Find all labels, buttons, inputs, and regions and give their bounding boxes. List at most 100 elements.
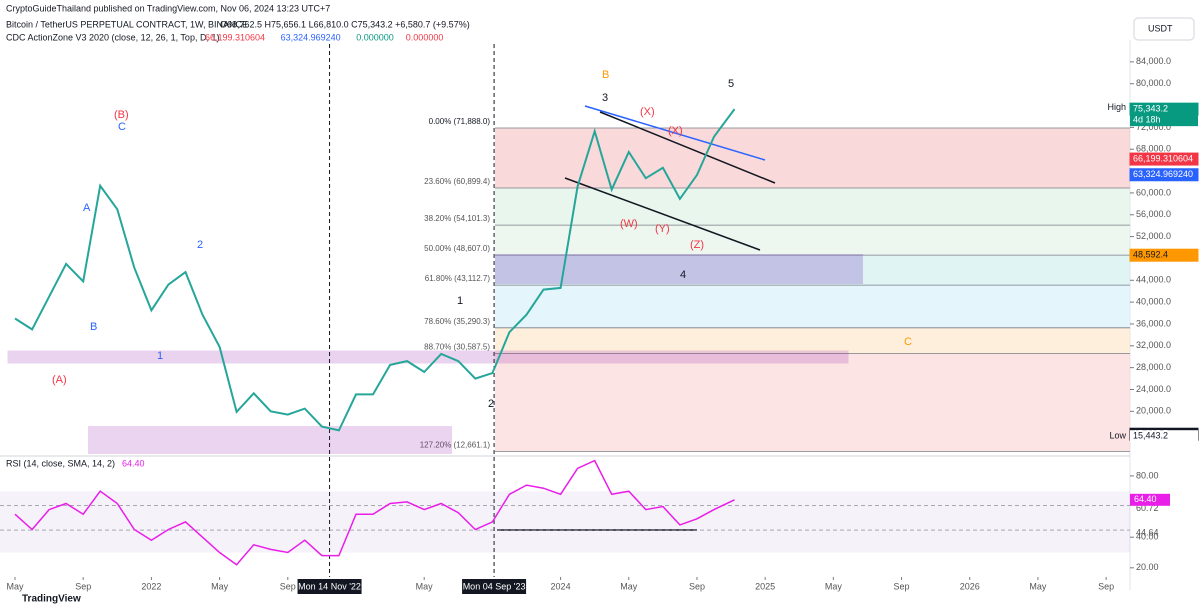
fib-label: 38.20% (54,101.3) — [424, 214, 490, 223]
wave-label: 1 — [157, 350, 163, 362]
price-label-countdown: 4d 18h — [1133, 115, 1161, 125]
rsi-value: 64.40 — [122, 458, 145, 468]
y-tick-label: 68,000.0 — [1136, 144, 1171, 154]
crosshair-tag: Mon 04 Sep '23 — [463, 581, 526, 591]
fib-label: 78.60% (35,290.3) — [424, 317, 490, 326]
price-label-box — [1129, 248, 1199, 262]
y-tick-label: 56,000.0 — [1136, 209, 1171, 219]
indicator-value: 0.000000 — [356, 32, 394, 42]
zone-box — [495, 254, 863, 284]
wave-label: 4 — [680, 269, 686, 281]
fib-label: 61.80% (43,112.7) — [425, 274, 491, 283]
currency-box[interactable] — [1133, 17, 1195, 41]
wave-label: 3 — [602, 92, 608, 104]
x-tick-label: May — [825, 581, 843, 591]
y-tick-label: 44,000.0 — [1136, 275, 1171, 285]
zone-box — [7, 350, 849, 364]
trend-line — [564, 177, 761, 251]
y-tick-label: 28,000.0 — [1136, 362, 1171, 372]
rsi-value-tag: 64.40 — [1134, 494, 1157, 504]
x-tick-label: Sep — [75, 581, 91, 591]
price-label: 48,592.4 — [1133, 250, 1168, 260]
price-label-box — [1129, 152, 1199, 166]
trend-line — [584, 105, 766, 161]
wave-label: 1 — [457, 295, 463, 307]
wave-label: 2 — [488, 398, 494, 410]
rsi-line — [14, 459, 735, 566]
fib-label: 23.60% (60,899.4) — [424, 177, 490, 186]
price-label-box — [1130, 115, 1198, 127]
fib-zone — [495, 225, 1130, 256]
rsi-level-label: 60.72 — [1136, 503, 1159, 513]
price-label-box — [1130, 430, 1198, 443]
x-tick-label: May — [620, 581, 638, 591]
wave-label: (Z) — [690, 239, 704, 251]
wave-label: A — [83, 202, 91, 214]
fib-zone — [495, 353, 1130, 452]
footer-logo: TradingView — [22, 594, 81, 605]
wave-label: C — [118, 121, 126, 133]
x-tick-label: May — [6, 581, 24, 591]
chart-title: Bitcoin / TetherUS PERPETUAL CONTRACT, 1… — [6, 19, 248, 29]
indicator: CDC ActionZone V3 2020 (close, 12, 26, 1… — [6, 32, 219, 42]
wave-label: C — [904, 336, 912, 348]
crosshair-tag-bg — [297, 579, 362, 594]
y-tick-label: 84,000.0 — [1136, 56, 1171, 66]
price-label: 75,343.2 — [1133, 104, 1168, 114]
fib-label: 127.20% (12,661.1) — [420, 441, 491, 450]
rsi-tick-label: 40.00 — [1136, 532, 1159, 542]
indicator-value: 63,324.969240 — [281, 32, 341, 42]
wave-label: (Y) — [655, 223, 670, 235]
y-tick-label: 36,000.0 — [1136, 318, 1171, 328]
indicator-value: 0.000000 — [406, 32, 444, 42]
wave-label: 5 — [728, 78, 734, 90]
crosshair-tag-bg — [462, 579, 527, 594]
x-tick-label: Sep — [689, 581, 705, 591]
rsi-band — [0, 491, 1130, 553]
wave-label: (A) — [52, 374, 67, 386]
fib-zone — [495, 255, 1130, 286]
trend-line — [599, 111, 776, 184]
price-label-tag: Low — [1109, 431, 1126, 441]
x-tick-label: 2026 — [960, 581, 980, 591]
zone-box — [88, 426, 452, 454]
x-tick-label: Sep — [1098, 581, 1114, 591]
publisher: CryptoGuideThailand published on Trading… — [6, 3, 330, 13]
fib-zone — [495, 188, 1130, 226]
wave-label: (X) — [640, 106, 655, 118]
rsi-level-label: 44.64 — [1136, 527, 1159, 537]
x-tick-label: May — [1029, 581, 1047, 591]
y-tick-label: 24,000.0 — [1136, 384, 1171, 394]
x-tick-label: May — [211, 581, 229, 591]
rsi-tick-label: 20.00 — [1136, 562, 1159, 572]
fib-label: 88.70% (30,587.5) — [424, 343, 490, 352]
price-label: 15,443.2 — [1133, 431, 1168, 441]
wave-label: (B) — [114, 109, 129, 121]
x-tick-label: Sep — [280, 581, 296, 591]
y-tick-label: 60,000.0 — [1136, 187, 1171, 197]
wave-label: B — [90, 321, 97, 333]
price-line — [14, 108, 736, 432]
y-tick-label: 20,000.0 — [1136, 406, 1171, 416]
fib-label: 50.00% (48,607.0) — [424, 244, 490, 253]
price-label-box — [1129, 168, 1199, 182]
x-tick-label: May — [416, 581, 434, 591]
price-label: 63,324.969240 — [1133, 169, 1193, 179]
y-tick-label: 32,000.0 — [1136, 340, 1171, 350]
x-tick-label: 2025 — [755, 581, 775, 591]
y-tick-label: 80,000.0 — [1136, 78, 1171, 88]
price-label-tag: High — [1107, 102, 1126, 112]
y-tick-label: 52,000.0 — [1136, 231, 1171, 241]
crosshair-tag: Mon 14 Nov '22 — [298, 581, 361, 591]
fib-zone — [495, 327, 1130, 354]
fib-label: 0.00% (71,888.0) — [429, 117, 491, 126]
fib-zone — [495, 285, 1130, 328]
y-tick-label: 40,000.0 — [1136, 296, 1171, 306]
currency[interactable]: USDT — [1148, 23, 1173, 33]
x-tick-label: Sep — [894, 581, 910, 591]
y-tick-label: 72,000.0 — [1136, 122, 1171, 132]
wave-label: B — [602, 69, 609, 81]
price-label: 66,199.310604 — [1133, 153, 1193, 163]
x-tick-label: 2024 — [551, 581, 571, 591]
